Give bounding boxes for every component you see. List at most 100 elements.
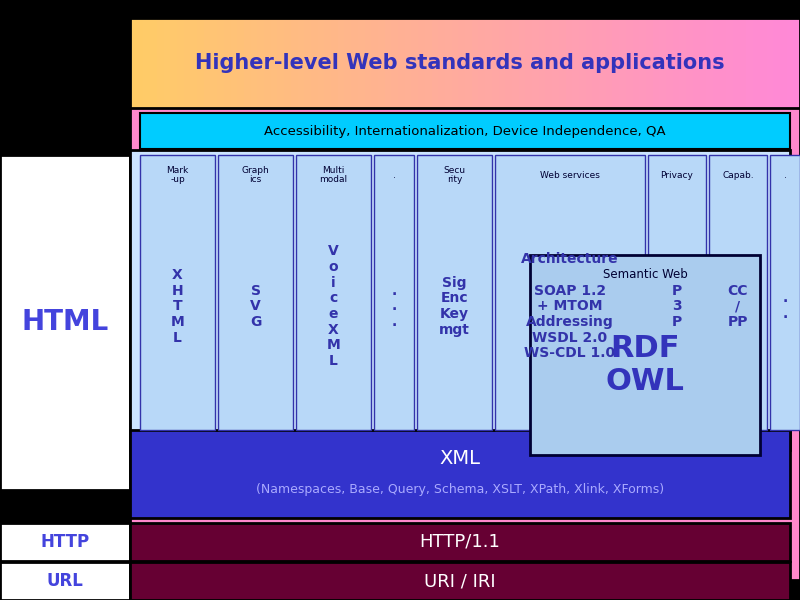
Bar [351, 18, 358, 108]
Bar [318, 18, 326, 108]
Bar [766, 18, 774, 108]
Bar [374, 155, 414, 430]
Bar [170, 18, 178, 108]
Bar [538, 18, 546, 108]
Bar [613, 18, 620, 108]
Bar [699, 18, 707, 108]
Bar [740, 18, 747, 108]
Bar [218, 155, 293, 430]
Bar [639, 18, 647, 108]
Bar [770, 155, 800, 430]
Bar [130, 430, 790, 518]
Bar [130, 150, 790, 450]
Bar [646, 18, 654, 108]
Bar [137, 18, 144, 108]
Bar [438, 18, 446, 108]
Text: X
H
T
M
L: X H T M L [170, 268, 184, 344]
Bar [659, 18, 667, 108]
Bar [304, 18, 312, 108]
Text: P
3
P: P 3 P [672, 284, 682, 329]
Bar [445, 18, 453, 108]
Bar [0, 523, 130, 561]
Bar [130, 523, 790, 561]
Bar [324, 18, 332, 108]
Text: .: . [393, 170, 395, 179]
Text: Semantic Web: Semantic Web [602, 269, 687, 281]
Bar [485, 18, 493, 108]
Bar [331, 18, 338, 108]
Bar [291, 18, 298, 108]
Text: XML: XML [439, 449, 481, 467]
Bar [0, 155, 130, 490]
Bar [648, 155, 706, 430]
Bar [130, 18, 800, 580]
Bar [130, 562, 790, 600]
Text: HTTP: HTTP [41, 533, 90, 551]
Bar [298, 18, 306, 108]
Bar [385, 18, 392, 108]
Text: Graph
ics: Graph ics [242, 166, 270, 184]
Bar [190, 18, 198, 108]
Bar [311, 18, 318, 108]
Bar [746, 18, 754, 108]
Text: RDF
OWL: RDF OWL [606, 334, 685, 396]
Bar [378, 18, 386, 108]
Bar [338, 18, 346, 108]
Bar [720, 18, 727, 108]
Bar [709, 155, 767, 430]
Bar [465, 18, 473, 108]
Bar [773, 18, 781, 108]
Bar [237, 18, 245, 108]
Bar [586, 18, 594, 108]
Bar [425, 18, 433, 108]
Bar [417, 155, 492, 430]
Bar [264, 18, 272, 108]
Bar [558, 18, 566, 108]
Text: Privacy: Privacy [661, 170, 694, 179]
Bar [566, 18, 573, 108]
Bar [451, 18, 459, 108]
Bar [344, 18, 352, 108]
Text: URL: URL [46, 572, 83, 590]
Text: URI / IRI: URI / IRI [424, 572, 496, 590]
Bar [244, 18, 251, 108]
Bar [518, 18, 526, 108]
Bar [418, 18, 426, 108]
Bar [526, 18, 533, 108]
Bar [250, 18, 258, 108]
Bar [686, 18, 694, 108]
Bar [572, 18, 580, 108]
Text: .
.
.: . . . [391, 284, 397, 329]
Text: .: . [783, 170, 786, 179]
Bar [633, 18, 640, 108]
Bar [296, 155, 371, 430]
Text: Capab.: Capab. [722, 170, 754, 179]
Bar [140, 113, 790, 149]
Text: S
V
G: S V G [250, 284, 261, 329]
Bar [673, 18, 681, 108]
Bar [532, 18, 540, 108]
Bar [140, 155, 215, 430]
Bar [552, 18, 560, 108]
Bar [579, 18, 586, 108]
Bar [599, 18, 606, 108]
Bar [726, 18, 734, 108]
Bar [495, 155, 645, 430]
Text: HTTP/1.1: HTTP/1.1 [419, 533, 501, 551]
Bar [411, 18, 419, 108]
Bar [157, 18, 165, 108]
Text: Secu
rity: Secu rity [443, 166, 466, 184]
Bar [512, 18, 520, 108]
Bar [0, 562, 130, 600]
Bar [210, 18, 218, 108]
Bar [270, 18, 278, 108]
Bar [458, 18, 466, 108]
Text: Sig
Enc
Key
mgt: Sig Enc Key mgt [439, 276, 470, 337]
Bar [606, 18, 614, 108]
Bar [278, 18, 285, 108]
Bar [284, 18, 292, 108]
Bar [786, 18, 794, 108]
Bar [753, 18, 761, 108]
Bar [492, 18, 499, 108]
Bar [780, 18, 787, 108]
